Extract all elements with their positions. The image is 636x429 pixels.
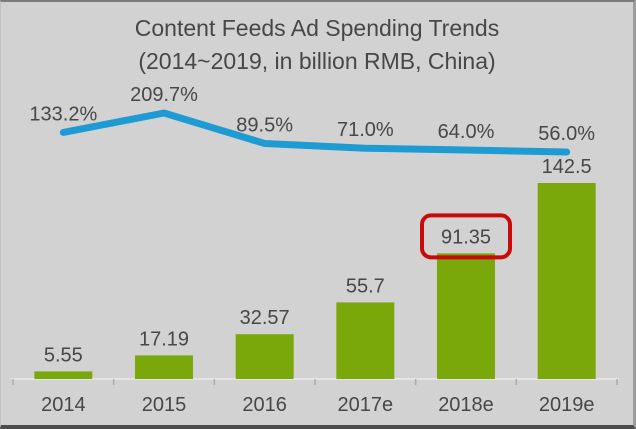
growth-rate-label-2014: 133.2%	[29, 103, 97, 125]
bar-value-label-2015: 17.19	[139, 328, 189, 350]
bar-2018e	[437, 253, 495, 379]
growth-rate-label-2019e: 56.0%	[538, 123, 595, 145]
chart-title: Content Feeds Ad Spending Trends (2014~2…	[1, 12, 633, 78]
growth-rate-label-2016: 89.5%	[236, 114, 293, 136]
growth-rate-line	[59, 109, 571, 156]
x-axis-label-2015: 2015	[142, 394, 187, 416]
bar-2016	[235, 334, 294, 379]
x-axis-label-2017e: 2017e	[338, 394, 394, 416]
bar-value-label-2019e: 142.5	[542, 156, 592, 178]
bar-value-label-2014: 5.55	[44, 344, 83, 366]
growth-rate-label-2018e: 64.0%	[438, 121, 495, 143]
x-axis-label-2016: 2016	[242, 394, 287, 416]
chart-title-line1: Content Feeds Ad Spending Trends	[134, 15, 500, 41]
bar-2015	[135, 355, 193, 379]
bar-2019e	[537, 183, 596, 379]
bar-value-label-2018e: 91.35	[441, 226, 491, 248]
x-axis-label-2019e: 2019e	[539, 394, 595, 416]
bar-value-label-2016: 32.57	[240, 307, 290, 329]
x-axis-label-2018e: 2018e	[438, 394, 494, 416]
chart-canvas: 5.55 2014 17.19 2015 32.57 2016 55.7 2017e 91.35…	[11, 84, 619, 416]
chart-title-line2: (2014~2019, in billion RMB, China)	[138, 48, 496, 74]
growth-rate-label-2017e: 71.0%	[337, 119, 394, 141]
highlight-box	[420, 213, 512, 260]
bar-2017e	[336, 302, 395, 379]
bar-value-label-2017e: 55.7	[346, 275, 385, 297]
x-axis-label-2014: 2014	[41, 394, 86, 416]
bar-2014	[34, 371, 93, 379]
growth-rate-label-2015: 209.7%	[130, 84, 198, 106]
